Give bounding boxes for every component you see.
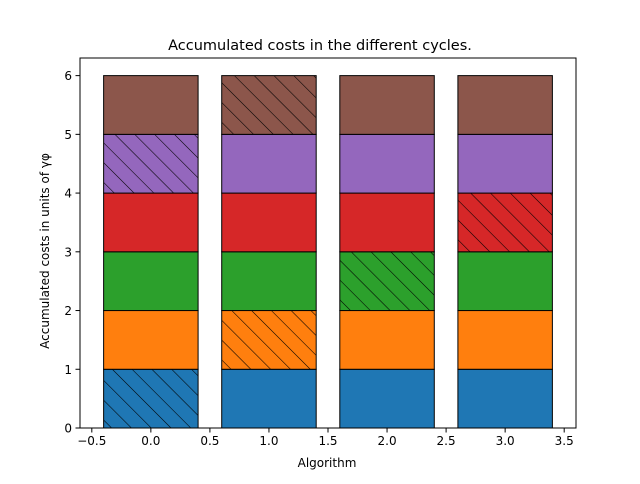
y-axis-label: Accumulated costs in units of γφ: [38, 153, 52, 349]
bar-segment-0-5: [103, 75, 199, 135]
chart-title: Accumulated costs in the different cycle…: [168, 38, 472, 54]
x-tick-label: 1.0: [259, 434, 278, 448]
y-tick-label: 0: [64, 422, 72, 436]
y-tick-label: 1: [64, 363, 72, 377]
y-tick-label: 2: [64, 304, 72, 318]
bar-segment-3-0: [457, 368, 553, 429]
bar-segment-2-0: [339, 368, 435, 429]
bars-group: [103, 75, 553, 429]
bar-segment-2-1: [339, 310, 435, 370]
bar-segment-3-5: [457, 75, 553, 135]
x-tick-label: 3.5: [555, 434, 574, 448]
bar-segment-0-3: [103, 192, 199, 253]
bar-segment-3-1: [457, 310, 553, 370]
bar-segment-3-2: [457, 251, 553, 312]
x-tick-label: 0.0: [141, 434, 160, 448]
bar-hatch-1-5: [221, 75, 317, 135]
bar-hatch-0-4: [103, 134, 199, 194]
y-tick-label: 4: [64, 187, 72, 201]
x-axis-label: Algorithm: [298, 456, 357, 470]
bar-segment-1-0: [221, 368, 317, 429]
y-axis-ticks: 0 1 2 3 4 5 6: [64, 69, 80, 436]
bar-segment-1-2: [221, 251, 317, 312]
bar-segment-3-4: [457, 133, 553, 194]
y-tick-label: 6: [64, 69, 72, 83]
bar-segment-2-5: [339, 75, 435, 135]
y-tick-label: 5: [64, 128, 72, 142]
bar-segment-2-4: [339, 133, 435, 194]
x-tick-label: 1.5: [318, 434, 337, 448]
x-axis-ticks: −0.5 0.0 0.5 1.0 1.5 2.0 2.5 3.0 3.5: [77, 428, 574, 448]
bar-segment-1-3: [221, 192, 317, 253]
x-tick-label: 0.5: [200, 434, 219, 448]
x-tick-label: 2.5: [437, 434, 456, 448]
bar-hatch-3-3: [457, 193, 553, 252]
bar-segment-0-1: [103, 310, 199, 370]
x-tick-label: 2.0: [378, 434, 397, 448]
x-tick-label: 3.0: [496, 434, 515, 448]
bar-segment-1-4: [221, 133, 317, 194]
y-tick-label: 3: [64, 245, 72, 259]
bar-segment-2-3: [339, 192, 435, 253]
bar-hatch-2-2: [339, 251, 435, 311]
bar-segment-0-2: [103, 251, 199, 312]
bar-hatch-1-1: [221, 310, 317, 370]
bar-hatch-0-0: [103, 369, 199, 428]
x-tick-label: −0.5: [77, 434, 106, 448]
